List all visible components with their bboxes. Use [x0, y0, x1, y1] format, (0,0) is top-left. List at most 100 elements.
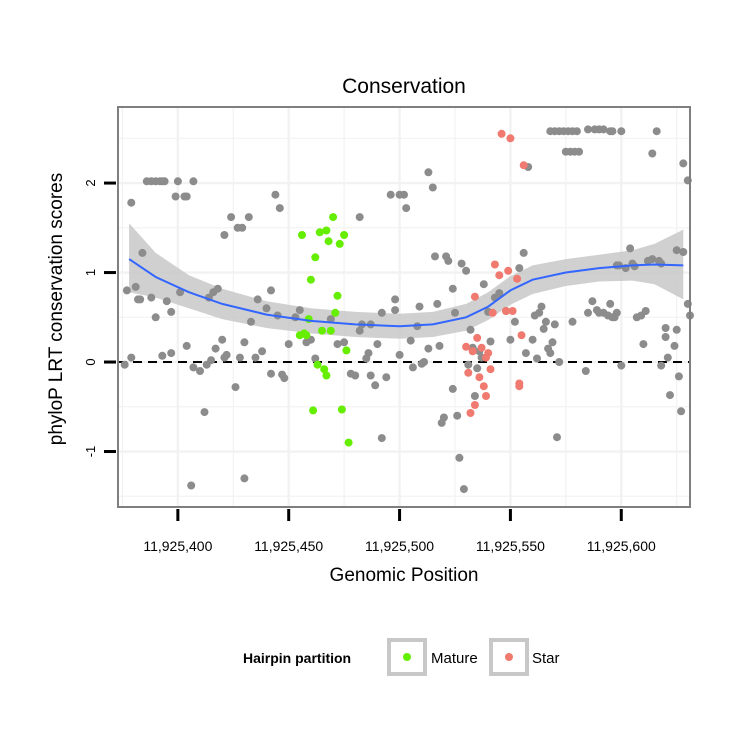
- point-other: [275, 204, 284, 213]
- point-star: [495, 271, 504, 280]
- point-mature: [322, 371, 331, 380]
- legend: Hairpin partition Mature Star: [243, 638, 560, 676]
- point-other: [364, 349, 373, 358]
- point-star: [515, 379, 524, 388]
- point-other: [464, 360, 473, 369]
- point-other: [666, 391, 674, 400]
- panel-border: [117, 106, 691, 508]
- point-other: [617, 361, 626, 370]
- point-other: [122, 286, 131, 295]
- point-other: [162, 297, 171, 306]
- legend-dot-star: [505, 653, 513, 661]
- point-other: [131, 282, 140, 291]
- point-other: [171, 192, 180, 201]
- point-other: [548, 338, 557, 347]
- point-other: [377, 308, 386, 317]
- point-star: [477, 343, 486, 352]
- point-star: [464, 368, 473, 377]
- point-other: [326, 315, 335, 324]
- point-star: [513, 274, 522, 283]
- point-other: [220, 231, 229, 239]
- point-other: [167, 307, 176, 316]
- point-other: [406, 336, 415, 345]
- point-other: [515, 264, 524, 273]
- point-mature: [309, 406, 318, 415]
- point-other: [431, 252, 439, 261]
- point-other: [588, 297, 597, 306]
- point-mature: [335, 239, 344, 248]
- point-other: [167, 349, 176, 358]
- point-other: [453, 411, 462, 420]
- point-other: [391, 306, 400, 315]
- point-other: [238, 223, 247, 232]
- point-other: [160, 177, 169, 186]
- point-other: [519, 248, 528, 257]
- point-other: [377, 434, 386, 443]
- point-star: [484, 349, 493, 358]
- point-other: [218, 335, 227, 344]
- point-mature: [324, 237, 333, 246]
- point-mature: [342, 346, 351, 355]
- point-other: [138, 248, 147, 257]
- point-other: [227, 213, 236, 222]
- point-other: [351, 371, 360, 380]
- point-star: [479, 382, 488, 391]
- point-other: [448, 284, 457, 293]
- point-mature: [322, 226, 331, 235]
- point-star: [508, 307, 517, 315]
- point-mature: [315, 228, 324, 237]
- x-tick-label: 11,925,400: [143, 538, 212, 554]
- point-other: [448, 384, 457, 393]
- point-other: [244, 213, 253, 222]
- point-other: [127, 198, 136, 207]
- point-other: [247, 317, 255, 326]
- point-other: [533, 354, 541, 363]
- point-other: [435, 341, 444, 350]
- point-other: [657, 361, 666, 370]
- point-other: [541, 317, 550, 326]
- point-other: [182, 192, 191, 201]
- point-other: [253, 295, 262, 304]
- point-other: [251, 353, 260, 362]
- point-other: [213, 284, 222, 293]
- point-other: [470, 392, 479, 400]
- point-other: [240, 474, 249, 483]
- point-mature: [331, 308, 340, 317]
- legend-title: Hairpin partition: [243, 650, 351, 666]
- point-mature: [344, 438, 353, 447]
- point-other: [550, 320, 559, 329]
- point-other: [617, 127, 626, 136]
- point-other: [258, 347, 267, 356]
- point-other: [572, 127, 581, 136]
- point-star: [486, 365, 495, 374]
- x-tick-label: 11,925,600: [587, 538, 656, 554]
- point-other: [182, 341, 191, 350]
- point-other: [415, 302, 424, 311]
- point-other: [661, 324, 670, 332]
- point-other: [235, 353, 244, 362]
- point-other: [652, 127, 661, 136]
- point-other: [670, 341, 679, 350]
- point-star: [517, 331, 526, 340]
- point-other: [546, 349, 555, 358]
- point-other: [408, 363, 417, 372]
- y-tick-label: -1: [83, 446, 98, 458]
- point-other: [355, 326, 364, 335]
- legend-entry-mature: Mature: [387, 638, 478, 676]
- confidence-band-layer: [129, 223, 684, 339]
- point-other: [444, 256, 453, 265]
- point-other: [679, 159, 688, 168]
- point-other: [479, 280, 488, 289]
- point-other: [661, 333, 670, 341]
- point-other: [355, 213, 364, 222]
- legend-entry-star: Star: [489, 638, 560, 676]
- point-other: [575, 147, 584, 156]
- point-other: [371, 381, 380, 390]
- point-mature: [329, 213, 338, 222]
- point-other: [648, 255, 657, 264]
- point-other: [382, 373, 391, 382]
- smooth-line-layer: [128, 258, 684, 328]
- point-star: [475, 373, 484, 382]
- point-other: [608, 127, 617, 136]
- chart-title: Conservation: [342, 75, 466, 98]
